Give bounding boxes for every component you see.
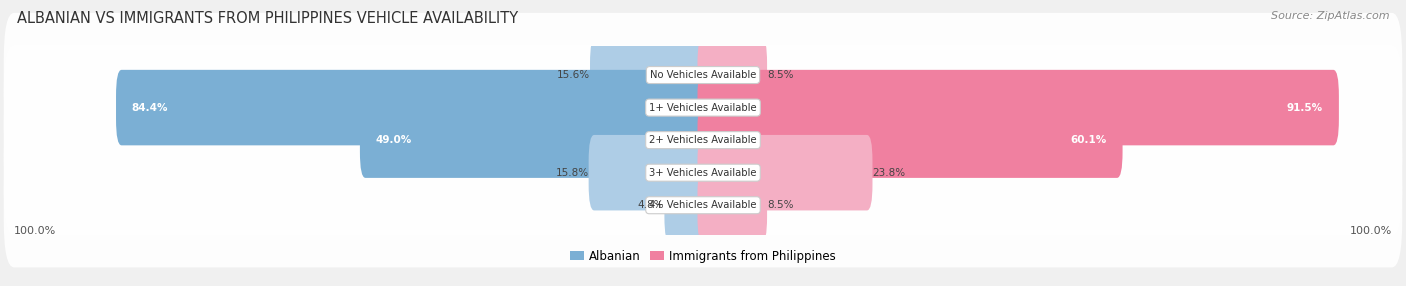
FancyBboxPatch shape — [589, 135, 709, 210]
FancyBboxPatch shape — [360, 102, 709, 178]
FancyBboxPatch shape — [4, 110, 1402, 235]
Text: 4+ Vehicles Available: 4+ Vehicles Available — [650, 200, 756, 210]
Text: 15.8%: 15.8% — [555, 168, 589, 178]
FancyBboxPatch shape — [117, 70, 709, 145]
FancyBboxPatch shape — [665, 168, 709, 243]
FancyBboxPatch shape — [4, 13, 1402, 137]
FancyBboxPatch shape — [697, 168, 768, 243]
Text: 100.0%: 100.0% — [1350, 226, 1392, 236]
FancyBboxPatch shape — [697, 70, 1339, 145]
Text: Source: ZipAtlas.com: Source: ZipAtlas.com — [1271, 11, 1389, 21]
Text: 23.8%: 23.8% — [873, 168, 905, 178]
Text: 49.0%: 49.0% — [375, 135, 412, 145]
FancyBboxPatch shape — [4, 143, 1402, 267]
Text: 3+ Vehicles Available: 3+ Vehicles Available — [650, 168, 756, 178]
Text: 1+ Vehicles Available: 1+ Vehicles Available — [650, 103, 756, 113]
Text: 100.0%: 100.0% — [14, 226, 56, 236]
Text: 84.4%: 84.4% — [132, 103, 169, 113]
Legend: Albanian, Immigrants from Philippines: Albanian, Immigrants from Philippines — [571, 250, 835, 263]
Text: 8.5%: 8.5% — [768, 200, 793, 210]
Text: 8.5%: 8.5% — [768, 70, 793, 80]
Text: 91.5%: 91.5% — [1286, 103, 1323, 113]
Text: 60.1%: 60.1% — [1070, 135, 1107, 145]
Text: 2+ Vehicles Available: 2+ Vehicles Available — [650, 135, 756, 145]
FancyBboxPatch shape — [4, 45, 1402, 170]
FancyBboxPatch shape — [697, 135, 873, 210]
Text: 4.8%: 4.8% — [638, 200, 665, 210]
FancyBboxPatch shape — [591, 37, 709, 113]
FancyBboxPatch shape — [697, 37, 768, 113]
FancyBboxPatch shape — [697, 102, 1122, 178]
Text: 15.6%: 15.6% — [557, 70, 591, 80]
FancyBboxPatch shape — [4, 78, 1402, 202]
Text: No Vehicles Available: No Vehicles Available — [650, 70, 756, 80]
Text: ALBANIAN VS IMMIGRANTS FROM PHILIPPINES VEHICLE AVAILABILITY: ALBANIAN VS IMMIGRANTS FROM PHILIPPINES … — [17, 11, 517, 26]
